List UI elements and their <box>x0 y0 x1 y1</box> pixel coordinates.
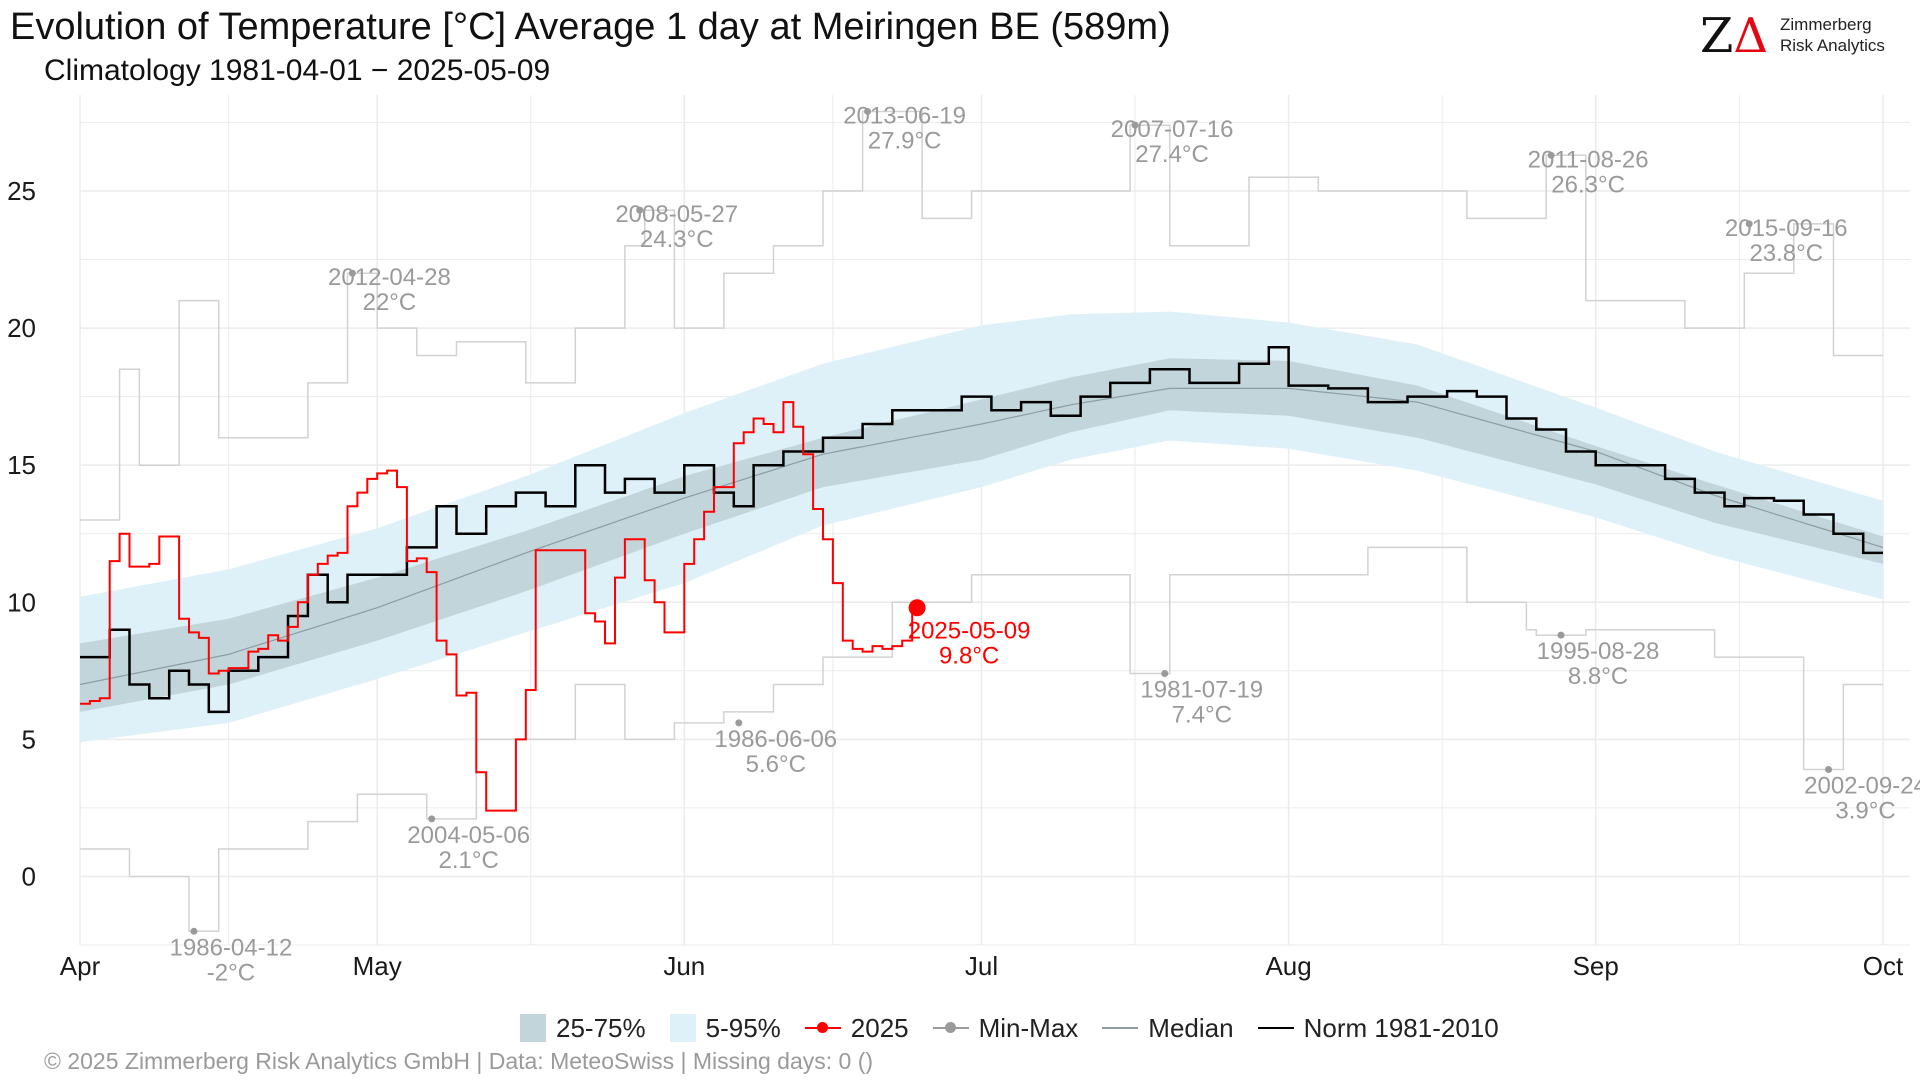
series-2025-line <box>80 401 923 812</box>
y-tick-label: 5 <box>22 724 36 754</box>
extreme-date-label: 2012-04-28 <box>328 264 451 291</box>
series-min-line <box>80 546 1883 933</box>
x-tick-label: Jun <box>663 951 705 981</box>
legend-item: 2025 <box>804 1012 909 1044</box>
legend-key <box>669 1014 696 1042</box>
y-tick-label: 10 <box>7 587 36 617</box>
current-value-point <box>908 599 926 617</box>
y-tick-label: 0 <box>22 861 36 891</box>
logo-text: Zimmerberg Risk Analytics <box>1780 14 1885 56</box>
band-25-75 <box>80 358 1883 712</box>
extreme-date-label: 2007-07-16 <box>1111 116 1234 143</box>
chart-title: Evolution of Temperature [°C] Average 1 … <box>10 6 1171 48</box>
extreme-value-label: 2.1°C <box>439 847 499 874</box>
extreme-date-label: 2013-06-19 <box>843 102 966 129</box>
extreme-value-label: 27.4°C <box>1135 141 1209 168</box>
logo-mark: ZΔ <box>1700 8 1769 64</box>
extreme-value-label: 22°C <box>363 289 417 316</box>
extreme-date-label: 2004-05-06 <box>407 822 530 849</box>
chart-subtitle: Climatology 1981-04-01 − 2025-05-09 <box>44 54 551 87</box>
series-norm-line <box>80 346 1883 714</box>
x-tick-label: Sep <box>1573 951 1619 981</box>
extreme-date-label: 2015-09-16 <box>1725 215 1848 242</box>
extreme-point-min <box>735 719 743 727</box>
extreme-date-label: 2002-09-24 <box>1804 773 1920 800</box>
x-tick-label: Oct <box>1863 951 1904 981</box>
extreme-point-max <box>348 269 356 277</box>
extreme-value-label: 7.4°C <box>1172 702 1232 729</box>
legend-label: 25-75% <box>556 1012 646 1043</box>
legend-label: Min-Max <box>978 1012 1079 1043</box>
x-tick-label: Apr <box>60 951 101 981</box>
logo-line-1: Zimmerberg <box>1780 15 1872 34</box>
extreme-value-label: 23.8°C <box>1749 240 1823 267</box>
extreme-point-max <box>636 206 644 214</box>
legend-item: Norm 1981-2010 <box>1257 1012 1499 1044</box>
extreme-date-label: 1986-06-06 <box>714 726 837 753</box>
legend-item: 25-75% <box>520 1013 646 1044</box>
legend-key <box>1257 1014 1294 1042</box>
legend-label: Median <box>1148 1012 1234 1043</box>
series-median-line <box>79 387 1884 686</box>
legend-label: 2025 <box>850 1012 909 1043</box>
legend-item: 5-95% <box>669 1012 781 1044</box>
extreme-date-label: 1986-04-12 <box>170 934 293 961</box>
extreme-date-label: 1981-07-19 <box>1140 677 1263 704</box>
extreme-value-label: -2°C <box>207 959 255 986</box>
x-tick-label: Aug <box>1265 951 1311 981</box>
y-tick-label: 25 <box>7 176 36 206</box>
y-tick-label: 15 <box>7 450 36 480</box>
legend-key <box>1102 1014 1139 1042</box>
extreme-value-label: 27.9°C <box>868 127 942 154</box>
extreme-value-label: 26.3°C <box>1551 171 1625 198</box>
extreme-point-min <box>1825 766 1833 774</box>
extreme-date-label: 1995-08-28 <box>1537 638 1660 665</box>
legend-label: Norm 1981-2010 <box>1303 1012 1499 1043</box>
y-tick-label: 20 <box>7 313 36 343</box>
extreme-value-label: 24.3°C <box>640 226 714 253</box>
legend-key <box>932 1014 969 1042</box>
legend-label: 5-95% <box>705 1012 781 1043</box>
extreme-point-max <box>1131 121 1139 129</box>
logo-line-2: Risk Analytics <box>1780 36 1885 55</box>
extreme-point-min <box>1161 670 1169 678</box>
extreme-point-min <box>1557 631 1565 639</box>
extreme-point-min <box>428 815 436 823</box>
legend-key <box>520 1014 546 1042</box>
logo: ZΔ Zimmerberg Risk Analytics <box>1700 10 1900 62</box>
extreme-point-min <box>190 927 198 935</box>
series-max-line <box>80 110 1883 521</box>
extreme-point-max <box>1745 220 1753 228</box>
extreme-point-max <box>864 107 872 115</box>
current-point-value-label: 9.8°C <box>939 643 999 670</box>
legend-item: Median <box>1102 1012 1234 1044</box>
extreme-point-max <box>1547 151 1555 159</box>
x-tick-label: Jul <box>965 951 998 981</box>
extreme-value-label: 8.8°C <box>1568 663 1628 690</box>
chart-legend: 25-75% 5-95% 2025 Min-Max Median Norm 1981-20… <box>520 1010 1523 1046</box>
extreme-value-label: 3.9°C <box>1835 798 1895 825</box>
legend-key <box>804 1014 841 1042</box>
current-point-date-label: 2025-05-09 <box>908 618 1031 645</box>
x-tick-label: May <box>353 951 402 981</box>
extreme-date-label: 2011-08-26 <box>1528 146 1649 173</box>
footer-credit: © 2025 Zimmerberg Risk Analytics GmbH | … <box>44 1048 874 1074</box>
extreme-date-label: 2008-05-27 <box>615 201 738 228</box>
legend-item: Min-Max <box>932 1012 1079 1044</box>
extreme-value-label: 5.6°C <box>746 751 806 778</box>
